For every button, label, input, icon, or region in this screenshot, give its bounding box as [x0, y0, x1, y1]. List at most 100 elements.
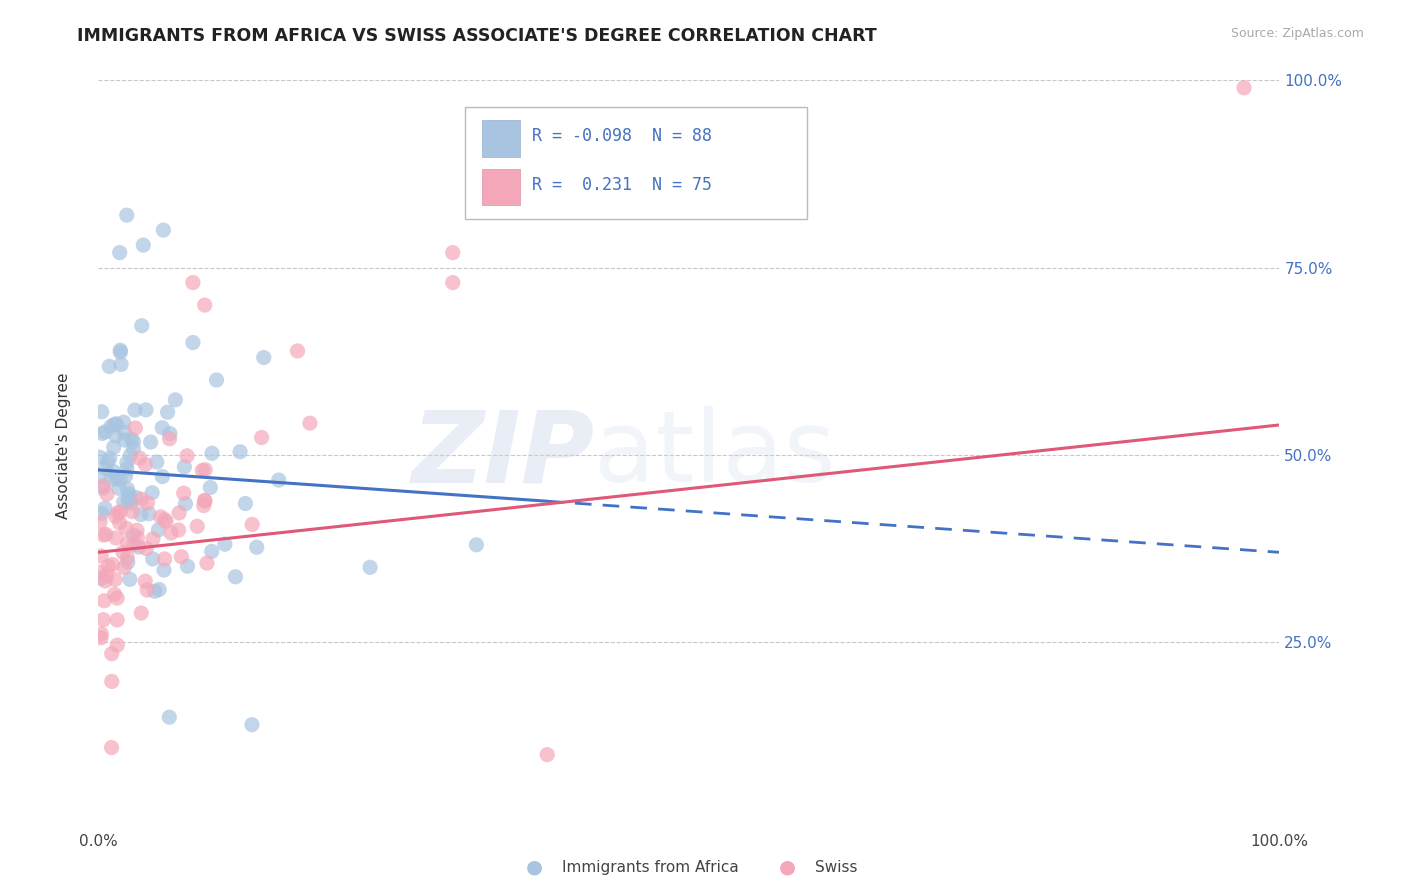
Point [122, 434, 145, 449]
Point [173, 486, 195, 500]
Point [120, 432, 142, 446]
Point [100, 647, 122, 661]
Point [91, 426, 114, 441]
Point [104, 531, 127, 545]
Point [117, 491, 139, 505]
Point [240, 517, 263, 532]
Point [101, 558, 124, 572]
Point [128, 451, 150, 466]
Point [108, 245, 131, 260]
Point [114, 468, 136, 483]
Point [104, 573, 127, 587]
Point [122, 538, 145, 552]
Point [110, 345, 132, 359]
Point [129, 508, 152, 522]
Point [121, 505, 143, 519]
Point [201, 544, 224, 558]
Point [101, 674, 124, 689]
Point [176, 559, 198, 574]
Point [138, 507, 160, 521]
Point [141, 485, 163, 500]
Point [91, 481, 114, 495]
Point [115, 208, 138, 222]
Point [89, 565, 111, 579]
Point [167, 523, 190, 537]
Point [186, 519, 208, 533]
Text: R =  0.231  N = 75: R = 0.231 N = 75 [531, 177, 711, 194]
Point [117, 536, 139, 550]
Point [134, 458, 156, 472]
Point [93, 613, 115, 627]
Point [110, 505, 132, 519]
FancyBboxPatch shape [482, 120, 520, 157]
Point [143, 584, 166, 599]
Text: R = -0.098  N = 88: R = -0.098 N = 88 [531, 127, 711, 145]
Point [193, 493, 215, 508]
Point [246, 540, 269, 554]
Point [174, 497, 197, 511]
Point [112, 495, 135, 509]
Point [115, 462, 138, 476]
Point [118, 573, 141, 587]
Point [117, 550, 139, 565]
Point [105, 638, 128, 652]
Point [107, 506, 129, 520]
Point [114, 433, 136, 447]
Text: Source: ZipAtlas.com: Source: ZipAtlas.com [1230, 27, 1364, 40]
Point [465, 538, 488, 552]
Point [135, 541, 157, 556]
Point [139, 435, 162, 450]
Point [111, 545, 134, 559]
Point [96, 569, 118, 583]
Point [105, 613, 128, 627]
Point [112, 560, 135, 574]
Point [153, 563, 176, 577]
Point [193, 499, 215, 513]
Point [129, 606, 152, 620]
Point [90, 631, 112, 645]
Point [97, 559, 120, 574]
Point [122, 528, 145, 542]
Point [117, 555, 139, 569]
Point [94, 574, 117, 588]
Point [125, 523, 148, 537]
Point [153, 552, 176, 566]
Point [117, 493, 139, 508]
Point [108, 516, 131, 530]
Point [146, 455, 169, 469]
Point [90, 405, 112, 419]
Point [224, 570, 246, 584]
Point [89, 450, 111, 465]
Point [89, 515, 111, 529]
Point [103, 587, 125, 601]
Point [103, 417, 125, 432]
Point [91, 506, 114, 520]
Point [94, 425, 117, 439]
Point [108, 473, 131, 487]
FancyBboxPatch shape [464, 106, 807, 219]
Point [152, 469, 174, 483]
Text: Swiss: Swiss [815, 860, 858, 874]
Point [150, 420, 173, 434]
Point [100, 419, 122, 434]
Point [93, 594, 115, 608]
Point [181, 335, 204, 350]
Point [91, 479, 114, 493]
Point [148, 582, 170, 597]
Point [104, 429, 127, 443]
Point [104, 471, 127, 485]
Point [100, 473, 122, 487]
Point [155, 515, 177, 529]
Point [89, 469, 111, 483]
Point [120, 496, 142, 510]
Point [195, 556, 218, 570]
Point [235, 496, 257, 510]
Point [149, 509, 172, 524]
Point [160, 525, 183, 540]
Point [250, 431, 273, 445]
Point [536, 747, 558, 762]
Point [103, 464, 125, 478]
Point [205, 373, 228, 387]
Point [104, 509, 127, 524]
Point [156, 405, 179, 419]
